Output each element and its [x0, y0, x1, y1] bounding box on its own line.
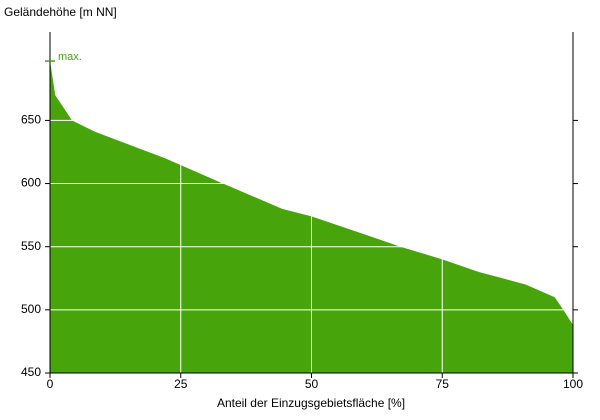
y-tick-label: 550 — [21, 239, 41, 253]
x-tick-label: 25 — [174, 377, 188, 391]
x-tick-label: 50 — [305, 377, 319, 391]
annotation: max. — [58, 51, 82, 63]
x-tick-label: 75 — [436, 377, 450, 391]
y-tick-label: 600 — [21, 176, 41, 190]
y-tick-label: 500 — [21, 302, 41, 316]
x-tick-label: 0 — [47, 377, 54, 391]
y-tick-label: 450 — [21, 365, 41, 379]
x-tick-label: 100 — [563, 377, 583, 391]
y-tick-label: 650 — [21, 113, 41, 127]
x-axis-label: Anteil der Einzugsgebietsfläche [%] — [217, 396, 405, 410]
y-axis-label: Geländehöhe [m NN] — [4, 5, 117, 19]
